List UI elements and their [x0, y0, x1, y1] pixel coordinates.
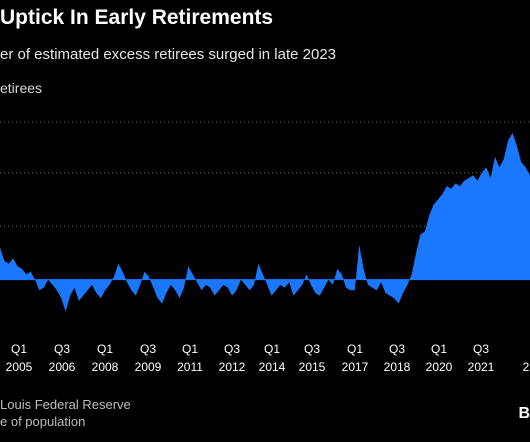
chart-subtitle: er of estimated excess retirees surged i…: [0, 46, 337, 63]
x-tick-year: 2015: [299, 360, 326, 374]
x-tick-year: 2008: [92, 360, 119, 374]
x-tick-quarter: Q3: [389, 342, 405, 356]
x-tick-quarter: Q3: [54, 342, 70, 356]
x-tick-year: 2014: [259, 360, 286, 374]
x-tick-year: 2005: [6, 360, 33, 374]
x-tick-year: 2020: [426, 360, 453, 374]
x-tick-quarter: Q3: [473, 342, 489, 356]
x-tick-year: 2021: [468, 360, 495, 374]
source-line: Louis Federal Reserve: [0, 397, 131, 412]
bloomberg-logo: B: [518, 405, 530, 422]
chart-title: Uptick In Early Retirements: [0, 6, 274, 29]
note-line: e of population: [0, 414, 86, 429]
x-tick-quarter: Q1: [264, 342, 280, 356]
x-tick-year: 2011: [177, 360, 203, 374]
x-tick-quarter: Q1: [431, 342, 447, 356]
x-tick-year: 2017: [342, 360, 369, 374]
x-tick-quarter: Q1: [11, 342, 27, 356]
x-tick-quarter: Q1: [347, 342, 363, 356]
x-tick-quarter: Q1: [97, 342, 113, 356]
x-tick-year: 2018: [384, 360, 411, 374]
x-axis-ticks: Q1 2005 Q3 2006 Q1 2008 Q3 2009 Q1 2011 Q3 2012 Q1 20…: [6, 342, 530, 374]
x-tick-quarter: Q3: [304, 342, 320, 356]
x-tick-quarter: Q3: [140, 342, 156, 356]
x-tick-year: 2006: [49, 360, 76, 374]
x-tick-year: 2012: [219, 360, 246, 374]
x-tick-quarter: Q1: [182, 342, 198, 356]
y-axis-label: etirees: [0, 80, 43, 96]
x-tick-quarter: Q3: [224, 342, 240, 356]
area-series: [0, 132, 530, 312]
x-tick-year: 2: [523, 360, 530, 374]
gridlines: [0, 121, 530, 227]
source-note: Louis Federal Reserve e of population: [0, 396, 131, 430]
x-tick-year: 2009: [135, 360, 162, 374]
